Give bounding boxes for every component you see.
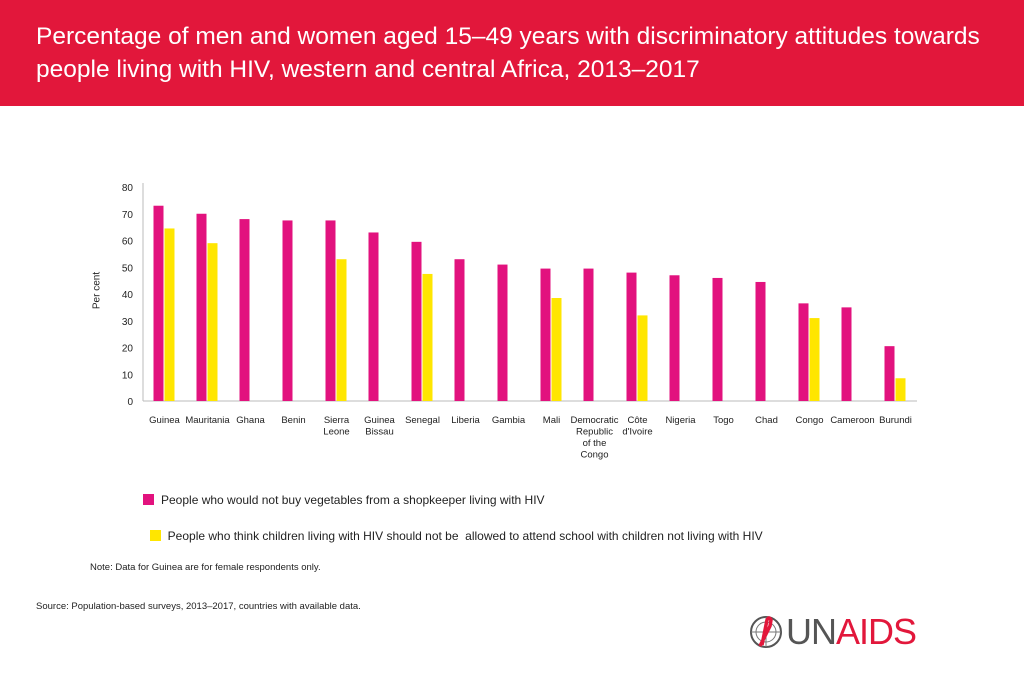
bar-series-1-1 [196,213,207,401]
bar-series-1-3 [282,220,293,401]
bar-series-1-16 [841,307,852,401]
bar-series-2-17 [895,378,906,401]
bar-series-1-14 [755,281,766,401]
x-tick-label: Cameroon [830,415,874,426]
bar-series-1-4 [325,220,336,401]
x-tick-label: Togo [713,415,734,426]
x-tick-label: Benin [281,415,305,426]
unaids-logo: UNAIDS [748,612,948,652]
bar-series-1-0 [153,205,164,401]
x-tick-label: Chad [755,415,778,426]
logo-part-aids: AIDS [836,611,917,652]
y-tick-label: 60 [122,237,134,248]
y-tick-label: 0 [127,397,133,408]
bar-series-2-4 [336,259,347,401]
legend-label-series-2: People who think children living with HI… [167,529,763,543]
source-label: Source: [36,601,69,612]
bar-series-1-9 [540,268,551,401]
x-tick-label: Ghana [236,415,265,426]
source-text: Population-based surveys, 2013–2017, cou… [68,601,361,612]
x-tick-label: Guinea [149,415,180,426]
y-tick-label: 40 [122,290,134,301]
chart-title: Percentage of men and women aged 15–49 y… [36,23,980,83]
bar-series-1-12 [669,275,680,401]
x-tick-label: Burundi [879,415,912,426]
bar-series-2-0 [164,228,175,401]
x-tick-label: Nigeria [665,415,696,426]
legend-label-series-1: People who would not buy vegetables from… [161,493,545,507]
bar-series-1-17 [884,346,895,401]
x-tick-label: Mauritania [185,415,230,426]
y-tick-label: 30 [122,317,134,328]
y-tick-label: 80 [122,183,134,194]
y-tick-label: 50 [122,263,134,274]
bar-chart: 0 10 20 30 40 50 60 70 80 Guinea Mauritania Ghana Be… [122,183,917,461]
bar-series-1-15 [798,303,809,401]
bar-series-1-13 [712,277,723,401]
bar-series-1-8 [497,264,508,401]
legend-swatch-yellow [149,530,161,541]
x-tick-label: Democratic Republic of the Congo [570,415,618,461]
legend-item-series-2: People who think children living with HI… [143,515,763,543]
legend-item-series-1: People who would not buy vegetables from… [143,493,545,507]
bar-series-1-6 [411,241,422,401]
x-tick-label: Mali [543,415,560,426]
x-tick-label: Sierra Leone [323,415,350,438]
logo-part-un: UN [786,611,837,652]
bar-series-2-11 [637,315,648,401]
y-tick-label: 10 [122,370,134,381]
bar-series-1-10 [583,268,594,401]
bar-series-2-6 [422,273,433,401]
bar-series-1-11 [626,272,637,401]
bar-series-1-2 [239,219,250,401]
bar-series-1-5 [368,232,379,401]
x-tick-label: Gambia [492,415,526,426]
bar-series-2-15 [809,318,820,401]
x-tick-label: Senegal [405,415,440,426]
bar-series-2-1 [207,243,218,401]
legend-swatch-magenta [143,494,154,505]
source-line: Source: Population-based surveys, 2013–2… [36,601,361,612]
x-tick-label: Congo [796,415,824,426]
x-tick-label: Guinea Bissau [364,415,395,438]
y-tick-label: 20 [122,344,134,355]
y-axis-label: Per cent [91,271,103,310]
chart-note: Note: Data for Guinea are for female res… [90,562,321,573]
x-tick-label: Liberia [451,415,480,426]
logo-wordmark: UNAIDS [786,611,917,652]
y-tick-label: 70 [122,210,134,221]
bar-series-1-7 [454,259,465,401]
title-banner: Percentage of men and women aged 15–49 y… [0,0,1024,106]
bar-series-2-9 [551,298,562,401]
x-tick-label: Côte d'Ivoire [622,415,652,438]
un-emblem-ribbon-icon [750,616,782,648]
